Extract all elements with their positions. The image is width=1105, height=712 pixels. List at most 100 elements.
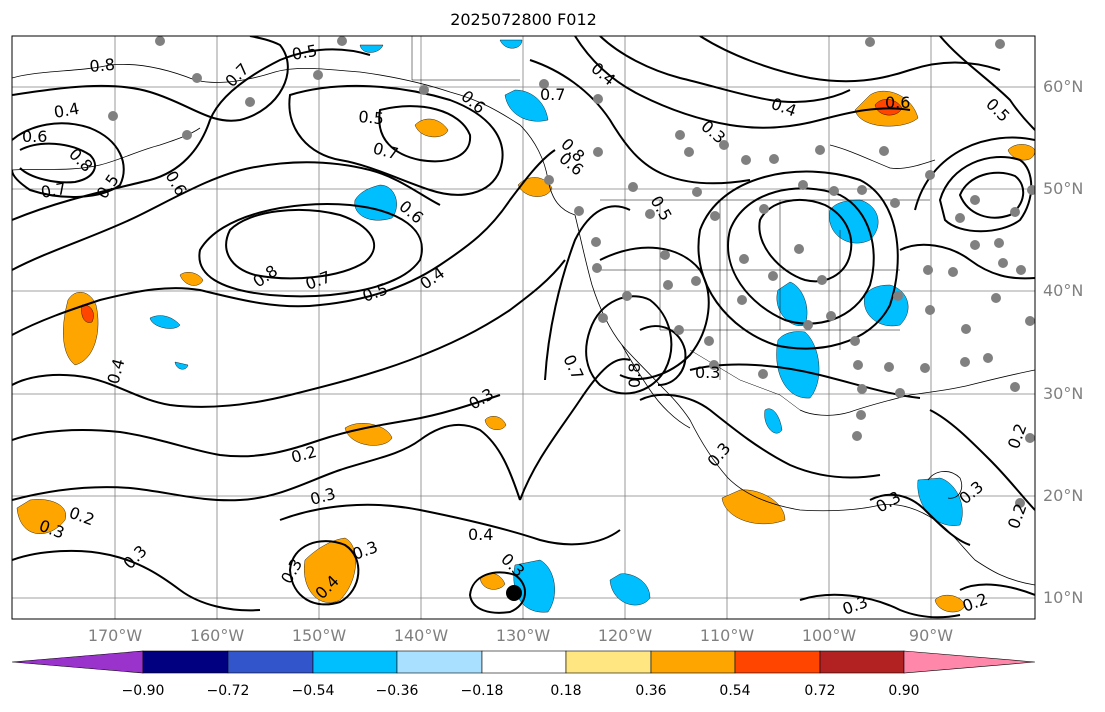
colorbar-tick-label: −0.90 bbox=[121, 683, 165, 699]
contour-line bbox=[12, 48, 371, 221]
orange-patch bbox=[304, 537, 356, 603]
contour-label: 0.8 bbox=[89, 55, 116, 76]
contour-label: 0.5 bbox=[358, 107, 385, 128]
station-dot bbox=[1025, 433, 1035, 443]
gridlines bbox=[12, 36, 1035, 619]
lon-label: 90°W bbox=[908, 626, 954, 645]
station-dot bbox=[815, 145, 825, 155]
station-dot bbox=[890, 198, 900, 208]
station-dot bbox=[948, 267, 958, 277]
contour-line bbox=[198, 203, 423, 298]
colorbar-segment bbox=[734, 650, 821, 674]
contour-line bbox=[12, 161, 441, 271]
station-dot bbox=[853, 360, 863, 370]
contour-line bbox=[12, 259, 566, 408]
contour-line bbox=[225, 209, 376, 280]
shaded-areas bbox=[16, 39, 1035, 613]
station-dot bbox=[758, 369, 768, 379]
contour-line bbox=[869, 493, 971, 546]
station-dot bbox=[817, 275, 827, 285]
station-dot bbox=[1010, 207, 1020, 217]
contour-label: 0.6 bbox=[22, 127, 47, 146]
station-dot bbox=[593, 94, 603, 104]
station-dot bbox=[622, 291, 632, 301]
contour-line bbox=[599, 36, 851, 103]
lat-label: 60°N bbox=[1043, 77, 1084, 96]
station-dot bbox=[337, 36, 347, 46]
observation-dots bbox=[108, 36, 1035, 508]
contour-line bbox=[12, 423, 521, 502]
baja bbox=[621, 344, 691, 429]
colorbar-tick-label: 0.54 bbox=[719, 683, 751, 699]
contour-label: 0.7 bbox=[540, 85, 565, 104]
blue-patch bbox=[764, 408, 783, 434]
alaska-coast bbox=[12, 64, 576, 216]
station-dot bbox=[544, 175, 554, 185]
contour-line bbox=[12, 36, 289, 122]
lon-label: 160°W bbox=[189, 626, 245, 645]
contour-line bbox=[12, 549, 261, 612]
colorbar-segment bbox=[819, 650, 905, 674]
station-dot bbox=[593, 147, 603, 157]
lon-label: 170°W bbox=[87, 626, 143, 645]
station-dot bbox=[710, 211, 720, 221]
station-dot bbox=[598, 313, 608, 323]
station-dot bbox=[155, 36, 165, 46]
station-dot bbox=[539, 79, 549, 89]
contour-line bbox=[758, 199, 853, 283]
contour-line bbox=[689, 363, 921, 399]
station-dot bbox=[313, 70, 323, 80]
station-dot bbox=[628, 182, 638, 192]
contour-label: 0.4 bbox=[52, 99, 80, 122]
station-dot bbox=[803, 320, 813, 330]
station-dot bbox=[884, 362, 894, 372]
station-dot bbox=[925, 305, 935, 315]
blue-patch bbox=[149, 315, 181, 329]
contour-line bbox=[914, 136, 1035, 211]
colorbar-tick-label: 0.72 bbox=[804, 683, 836, 699]
orange-patch bbox=[414, 118, 449, 138]
colorbar-segment bbox=[142, 650, 229, 674]
colorbar-tick-label: 0.90 bbox=[888, 683, 920, 699]
lon-label: 140°W bbox=[393, 626, 449, 645]
blue-patch bbox=[504, 89, 549, 122]
station-dot bbox=[675, 130, 685, 140]
station-dot bbox=[850, 336, 860, 346]
station-dot bbox=[1025, 316, 1035, 326]
station-dot bbox=[574, 206, 584, 216]
station-dot bbox=[960, 357, 970, 367]
contour-lines bbox=[12, 36, 1035, 619]
colorbar bbox=[11, 650, 1036, 674]
contour-line bbox=[599, 246, 710, 380]
station-dot bbox=[970, 240, 980, 250]
station-dot bbox=[768, 271, 778, 281]
station-dot bbox=[798, 180, 808, 190]
lat-label: 10°N bbox=[1043, 588, 1084, 607]
station-dot bbox=[1016, 265, 1026, 275]
orange-patch bbox=[721, 489, 786, 525]
station-dot bbox=[857, 384, 867, 394]
hudson-coast bbox=[829, 144, 936, 169]
contour-line bbox=[529, 59, 751, 185]
station-dot bbox=[994, 238, 1004, 248]
station-dot bbox=[691, 276, 701, 286]
colorbar-tick-label: 0.36 bbox=[635, 683, 667, 699]
contour-line bbox=[519, 358, 631, 501]
station-dot bbox=[663, 280, 673, 290]
station-dot bbox=[923, 265, 933, 275]
station-dot bbox=[1015, 498, 1025, 508]
station-dot bbox=[692, 187, 702, 197]
contour-label: 0.8 bbox=[625, 363, 644, 388]
station-dot bbox=[893, 291, 903, 301]
black-marker bbox=[506, 585, 522, 601]
orange-patch bbox=[934, 594, 966, 613]
station-dot bbox=[719, 140, 729, 150]
station-dot bbox=[739, 254, 749, 264]
lat-label: 40°N bbox=[1043, 281, 1084, 300]
station-dot bbox=[879, 146, 889, 156]
contour-label: 0.7 bbox=[39, 179, 67, 202]
colorbar-segment bbox=[481, 650, 567, 674]
contour-line bbox=[799, 593, 961, 619]
station-dot bbox=[794, 244, 804, 254]
